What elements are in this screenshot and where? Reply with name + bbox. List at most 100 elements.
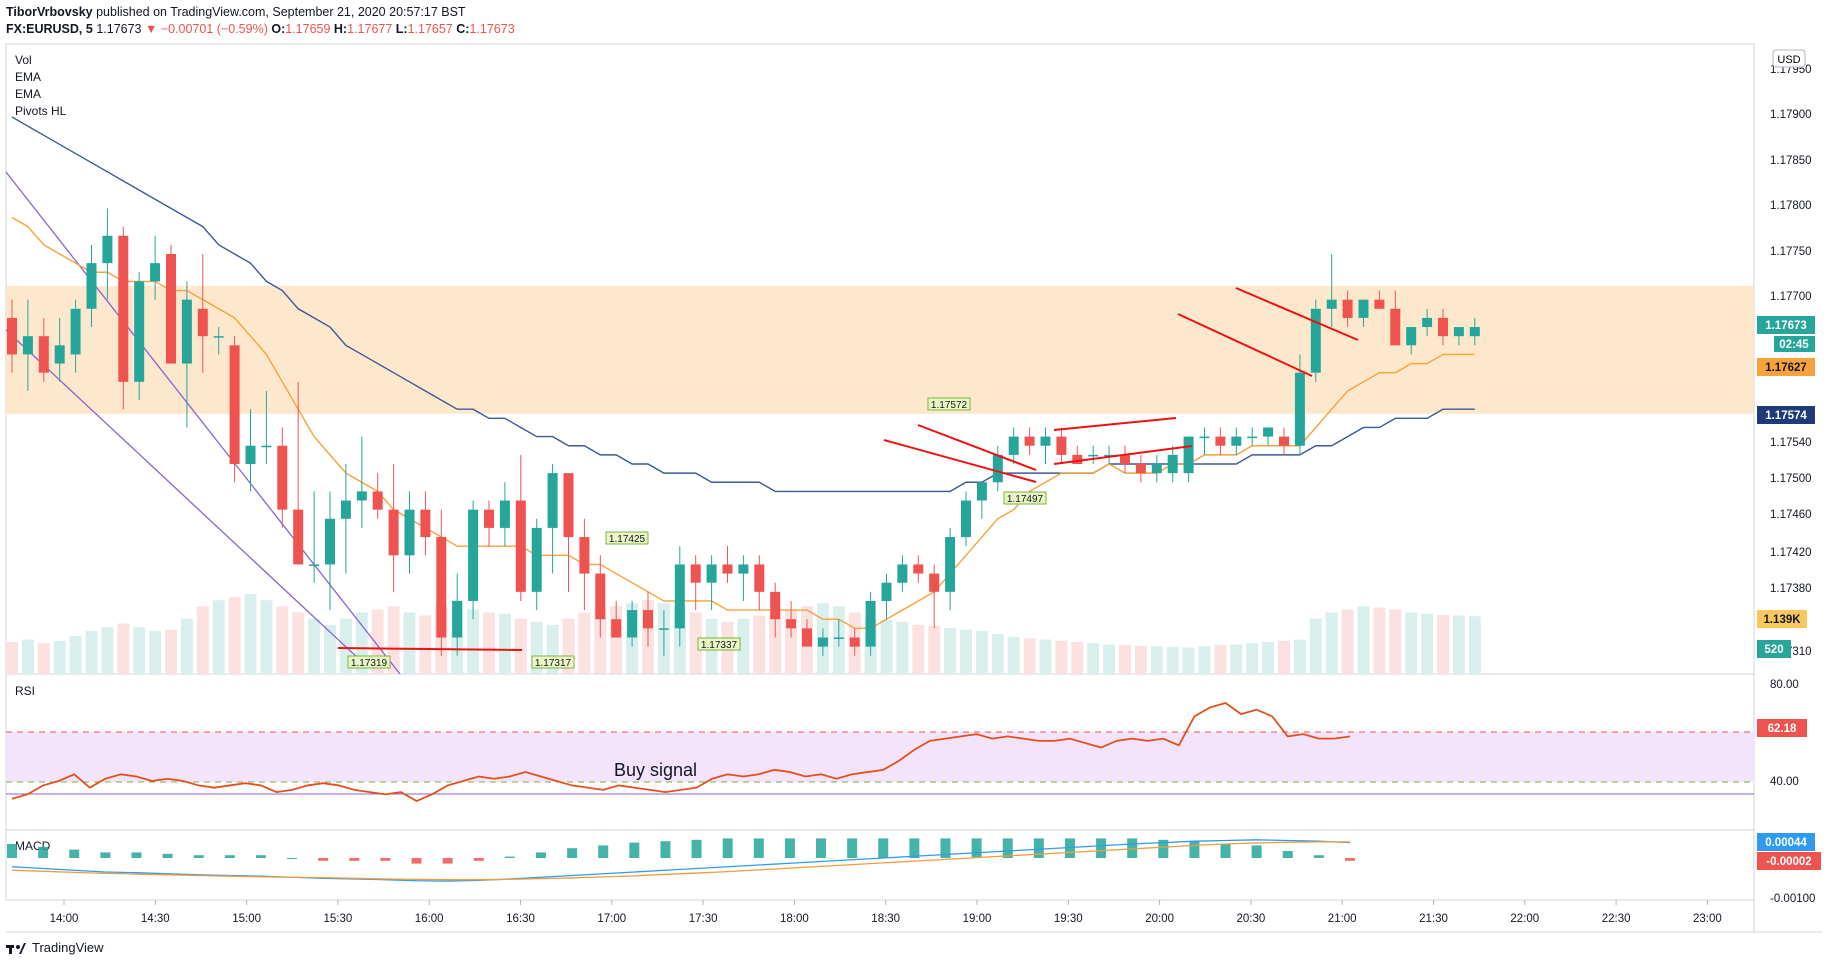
author-name[interactable]: TiborVrbovsky	[6, 5, 93, 19]
candle-body	[1247, 436, 1258, 439]
ema-slow-line	[11, 116, 1475, 493]
legend-ema-slow[interactable]: EMA	[15, 87, 41, 101]
macd-hist-bar	[100, 852, 111, 858]
candle-body	[309, 564, 320, 566]
candle-body	[1135, 464, 1146, 474]
last-price-tag	[1757, 316, 1815, 334]
rsi-label[interactable]: RSI	[15, 684, 35, 698]
volume-bar	[1278, 640, 1290, 674]
vol-ma-tag	[1757, 610, 1807, 628]
candle-body	[929, 573, 940, 592]
pivot-low-2-box	[697, 637, 741, 651]
legend-pivots[interactable]: Pivots HL	[15, 104, 67, 118]
macd-hist-bar	[1282, 851, 1293, 858]
macd-hist-bar	[1189, 841, 1200, 858]
macd-hist-bar	[193, 855, 204, 858]
macd-histogram	[7, 838, 1355, 864]
rsi-tag	[1757, 719, 1807, 737]
candle-body	[70, 308, 81, 355]
footer-brand[interactable]: TradingView	[6, 940, 104, 955]
time-axis[interactable]: 14:00 14:30 15:00 15:30 16:00 16:30 17:00 17:30…	[50, 900, 1722, 925]
candle-body	[118, 235, 129, 382]
flag3-upper	[1235, 287, 1359, 341]
macd-hist-bar	[816, 838, 827, 858]
macd-hist-bar	[473, 858, 484, 861]
volume-bar	[1262, 642, 1275, 674]
candle-body	[1406, 327, 1417, 346]
macd-hist-bar	[349, 858, 360, 861]
volume-bar	[21, 639, 34, 674]
time-tick-label: 20:30	[1237, 913, 1266, 925]
candle-body	[404, 509, 415, 556]
volume-bar	[276, 606, 289, 674]
candle-body	[1453, 327, 1464, 337]
time-tick-label: 22:30	[1602, 913, 1631, 925]
volume-bar	[6, 642, 18, 674]
volume-bar	[260, 600, 273, 674]
ema-lines	[11, 116, 1475, 630]
currency-box[interactable]	[1772, 49, 1806, 68]
macd-hist-bar	[287, 858, 298, 859]
macd-hist-bar	[7, 844, 17, 858]
candle-body	[1056, 436, 1067, 455]
channel-upper-line	[5, 171, 401, 675]
macd-tick-label: -0.00100	[1770, 893, 1815, 905]
pivot-low-1: 1.17497	[1007, 494, 1044, 505]
volume-bar	[1357, 606, 1370, 674]
candle-body	[579, 537, 590, 574]
volume-bar	[324, 624, 336, 674]
time-tick-label: 19:00	[963, 913, 992, 925]
pivot-high-2: 1.17425	[609, 534, 646, 545]
tradingview-logo-icon	[6, 942, 26, 954]
close-value: 1.17673	[469, 22, 515, 36]
macd-hist-bar	[753, 838, 764, 858]
rsi-line	[11, 701, 1351, 803]
price-axis[interactable]: 1.179501.179001.178501.178001.177501.177…	[1770, 64, 1815, 905]
time-tick-label: 15:00	[232, 913, 261, 925]
candle-body	[738, 564, 749, 574]
macd-hist-bar	[909, 838, 920, 858]
candle-body	[197, 308, 208, 337]
legend-ema-fast[interactable]: EMA	[15, 70, 41, 84]
price-tick-label: 1.17800	[1770, 200, 1812, 212]
volume-bar	[928, 626, 941, 674]
candle-body	[1040, 436, 1051, 446]
candle-body	[754, 564, 765, 592]
candle-body	[992, 454, 1003, 483]
volume-bar	[880, 619, 893, 674]
volume-bar	[85, 630, 98, 674]
signal-line	[11, 841, 1350, 881]
candle-body	[245, 445, 256, 464]
volume-bar	[578, 612, 591, 674]
volume-bar	[991, 634, 1004, 674]
candle-body	[340, 500, 351, 519]
macd-line	[11, 839, 1351, 882]
macd-hist-bar	[847, 838, 858, 858]
candle-body	[1183, 436, 1194, 474]
candle-body	[1422, 317, 1433, 328]
time-tick-label: 21:30	[1419, 913, 1448, 925]
candle-body	[1310, 308, 1321, 373]
macd-hist-bar	[971, 838, 982, 858]
last-price-tag-text: 1.17673	[1765, 320, 1807, 332]
macd-hist-bar	[318, 858, 329, 861]
candle-body	[1215, 436, 1226, 446]
macd-hist-bar	[1251, 845, 1262, 858]
descending-channel	[5, 171, 401, 675]
time-tick-label: 18:30	[871, 913, 900, 925]
candle-body	[706, 564, 717, 583]
rsi-tick-label: 80.00	[1770, 679, 1799, 691]
candle-body	[277, 445, 288, 510]
candle-body	[722, 564, 733, 574]
candle-body	[468, 509, 479, 601]
candle-body	[420, 509, 431, 538]
symbol-label[interactable]: FX:EURUSD, 5	[6, 22, 93, 36]
time-tick-label: 17:00	[597, 913, 626, 925]
volume-bar	[37, 643, 50, 674]
legend-vol[interactable]: Vol	[15, 53, 32, 67]
macd-tag-text: 0.00044	[1765, 837, 1807, 849]
price-tick-label: 1.17700	[1770, 291, 1812, 303]
volume-bar	[594, 609, 607, 674]
volume-bar	[1134, 645, 1147, 674]
